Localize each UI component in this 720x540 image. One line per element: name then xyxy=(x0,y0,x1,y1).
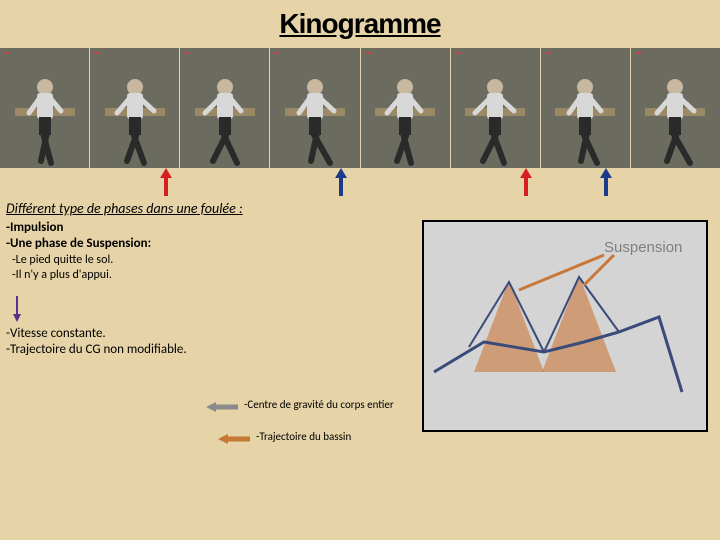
runner-icon xyxy=(195,73,255,168)
legend-bassin-arrow-icon xyxy=(218,432,250,446)
frame-timestamp xyxy=(635,52,641,54)
legend-cg-text: -Centre de gravité du corps entier xyxy=(244,398,394,411)
frame-timestamp xyxy=(4,52,10,54)
kinogram-frame xyxy=(270,48,359,168)
kinogram-frame xyxy=(90,48,179,168)
suspension-sub1: -Le pied quitte le sol. xyxy=(12,253,151,268)
kinogram-frame xyxy=(361,48,450,168)
phases-block: -Impulsion -Une phase de Suspension: -Le… xyxy=(6,220,151,283)
frame-timestamp xyxy=(365,52,371,54)
runner-icon xyxy=(465,73,525,168)
runner-icon xyxy=(645,73,705,168)
runner-icon xyxy=(15,73,75,168)
frame-timestamp xyxy=(184,52,190,54)
runner-icon xyxy=(375,73,435,168)
page-title: Kinogramme xyxy=(0,0,720,40)
vitesse-line: -Vitesse constante. xyxy=(6,326,187,342)
kinogram-frame xyxy=(541,48,630,168)
kinogram-frame xyxy=(631,48,720,168)
legend-bassin-text: -Trajectoire du bassin xyxy=(256,430,351,443)
phase-arrow-icon xyxy=(600,168,612,196)
phase-arrows-row xyxy=(0,168,720,198)
suspension-line: -Une phase de Suspension: xyxy=(6,236,151,252)
kinogram-frame xyxy=(451,48,540,168)
runner-icon xyxy=(285,73,345,168)
phase-arrow-icon xyxy=(520,168,532,196)
phase-arrow-icon xyxy=(335,168,347,196)
kinogram-frame xyxy=(0,48,89,168)
phases-subtitle: Différent type de phases dans une foulée… xyxy=(6,200,243,217)
kinogram-strip xyxy=(0,48,720,168)
suspension-sub2: -Il n'y a plus d'appui. xyxy=(12,268,151,283)
down-arrow-icon xyxy=(12,296,22,322)
runner-icon xyxy=(555,73,615,168)
frame-timestamp xyxy=(94,52,100,54)
frame-timestamp xyxy=(274,52,280,54)
suspension-label: Suspension xyxy=(604,239,682,256)
trajectoire-line: -Trajectoire du CG non modifiable. xyxy=(6,342,187,358)
frame-timestamp xyxy=(545,52,551,54)
phase-arrow-icon xyxy=(160,168,172,196)
frame-timestamp xyxy=(455,52,461,54)
runner-icon xyxy=(105,73,165,168)
legend-cg-arrow-icon xyxy=(206,400,238,414)
consequence-block: -Vitesse constante. -Trajectoire du CG n… xyxy=(6,326,187,359)
impulsion-line: -Impulsion xyxy=(6,220,151,236)
kinogram-frame xyxy=(180,48,269,168)
trajectory-diagram: Suspension xyxy=(422,220,708,432)
